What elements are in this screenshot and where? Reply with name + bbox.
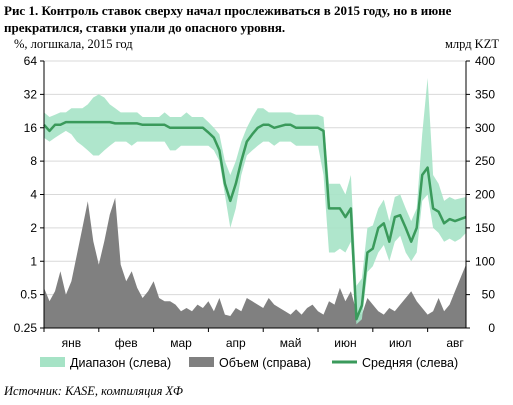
left-tick-label: 2 (30, 221, 37, 235)
right-tick-label: 150 (475, 221, 495, 235)
range-band (44, 78, 466, 325)
right-tick-label: 100 (475, 254, 495, 268)
left-tick-label: 1 (30, 254, 37, 268)
right-tick-label: 200 (475, 188, 495, 202)
left-tick-label: 16 (24, 121, 38, 135)
average-line (43, 120, 467, 321)
legend-label-average: Средняя (слева) (362, 356, 458, 370)
left-tick-label: 32 (24, 87, 38, 101)
x-tick-label: мар (170, 336, 192, 350)
x-tick-label: фев (115, 336, 138, 350)
right-tick-label: 0 (488, 321, 495, 335)
chart-title: Рис 1. Контроль ставок сверху начал прос… (4, 3, 452, 35)
legend-label-range: Диапазон (слева) (70, 356, 171, 370)
x-tick-label: янв (62, 336, 82, 350)
source-note: Источник: KASE, компиляция ХФ (4, 384, 183, 398)
left-tick-label: 8 (30, 154, 37, 168)
right-axis-label: млрд KZT (444, 37, 499, 51)
legend-swatch-range (40, 357, 65, 367)
right-tick-label: 400 (475, 54, 495, 68)
right-axis-ticks: 0 50 100 150 200 250 300 350 400 (466, 54, 495, 335)
right-tick-label: 300 (475, 121, 495, 135)
legend: Диапазон (слева) Объем (справа) Средняя … (40, 356, 458, 370)
x-tick-label: апр (226, 336, 246, 350)
left-tick-label: 64 (24, 54, 38, 68)
x-axis-ticks: янв фев мар апр май июн июл авг (43, 328, 464, 350)
legend-swatch-volume (189, 357, 214, 367)
left-tick-label: 0.25 (14, 321, 38, 335)
volume-area (44, 197, 466, 328)
x-tick-label: июл (389, 336, 411, 350)
right-tick-label: 50 (482, 288, 496, 302)
left-tick-label: 0.5 (20, 288, 37, 302)
right-tick-label: 350 (475, 87, 495, 101)
legend-label-volume: Объем (справа) (219, 356, 311, 370)
right-tick-label: 250 (475, 154, 495, 168)
left-axis-label: %, логшкала, 2015 год (14, 37, 133, 51)
x-tick-label: июн (334, 336, 356, 350)
left-axis-ticks: 0.25 0.5 1 2 4 8 16 32 64 (14, 54, 44, 335)
x-tick-label: авг (446, 336, 464, 350)
x-tick-label: май (280, 336, 302, 350)
left-tick-label: 4 (30, 188, 37, 202)
